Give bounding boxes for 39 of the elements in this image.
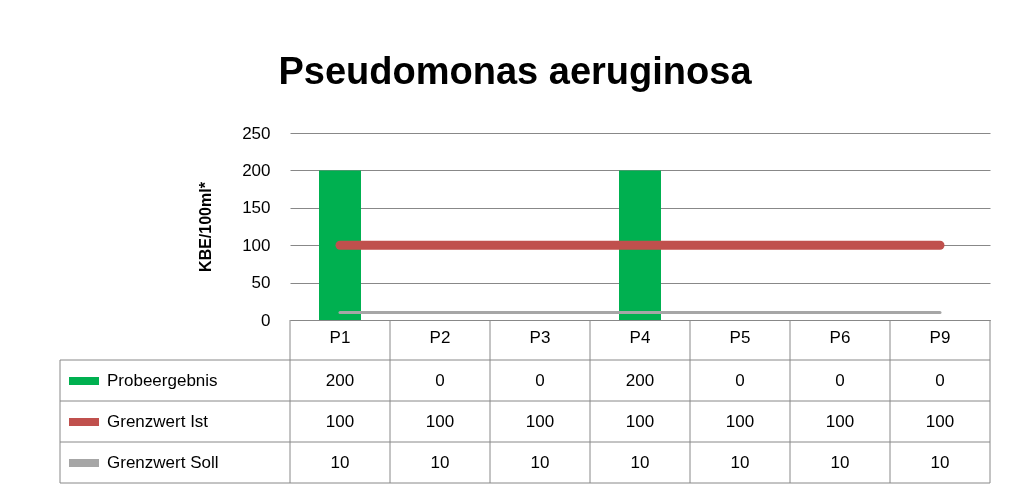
y-tick-label: 250 xyxy=(242,123,271,143)
legend-label: Grenzwert Soll xyxy=(107,453,219,472)
chart-title: Pseudomonas aeruginosa xyxy=(278,50,753,92)
data-label: 10 xyxy=(530,453,550,472)
legend-label: Grenzwert Ist xyxy=(107,412,209,431)
y-tick-label: 100 xyxy=(242,235,271,255)
y-tick-label: 50 xyxy=(251,273,271,293)
legend-label: Probeergebnis xyxy=(107,371,218,390)
y-tick-label: 200 xyxy=(242,160,271,180)
data-label: 100 xyxy=(825,412,855,431)
data-label: 100 xyxy=(425,412,455,431)
x-tick-label: P1 xyxy=(329,327,351,347)
x-tick-label: P4 xyxy=(629,327,651,347)
data-label: 10 xyxy=(630,453,650,472)
data-label: 0 xyxy=(835,371,845,390)
y-tick-label: 0 xyxy=(261,310,271,330)
data-label: 10 xyxy=(730,453,750,472)
data-label: 200 xyxy=(625,371,655,390)
x-tick-label: P9 xyxy=(929,327,951,347)
data-label: 100 xyxy=(925,412,955,431)
data-label: 10 xyxy=(330,453,350,472)
data-label: 10 xyxy=(930,453,950,472)
data-label: 10 xyxy=(830,453,850,472)
data-label: 0 xyxy=(735,371,745,390)
y-tick-label: 150 xyxy=(242,198,271,218)
data-label: 100 xyxy=(525,412,555,431)
y-axis-title: KBE/100ml* xyxy=(197,181,215,272)
data-label: 0 xyxy=(935,371,945,390)
data-label: 100 xyxy=(725,412,755,431)
x-tick-label: P6 xyxy=(829,327,851,347)
x-tick-label: P3 xyxy=(529,327,551,347)
data-label: 100 xyxy=(325,412,355,431)
x-tick-label: P2 xyxy=(429,327,451,347)
data-label: 200 xyxy=(325,371,355,390)
x-tick-label: P5 xyxy=(729,327,751,347)
data-label: 100 xyxy=(625,412,655,431)
data-label: 0 xyxy=(435,371,445,390)
data-label: 10 xyxy=(430,453,450,472)
data-label: 0 xyxy=(535,371,545,390)
